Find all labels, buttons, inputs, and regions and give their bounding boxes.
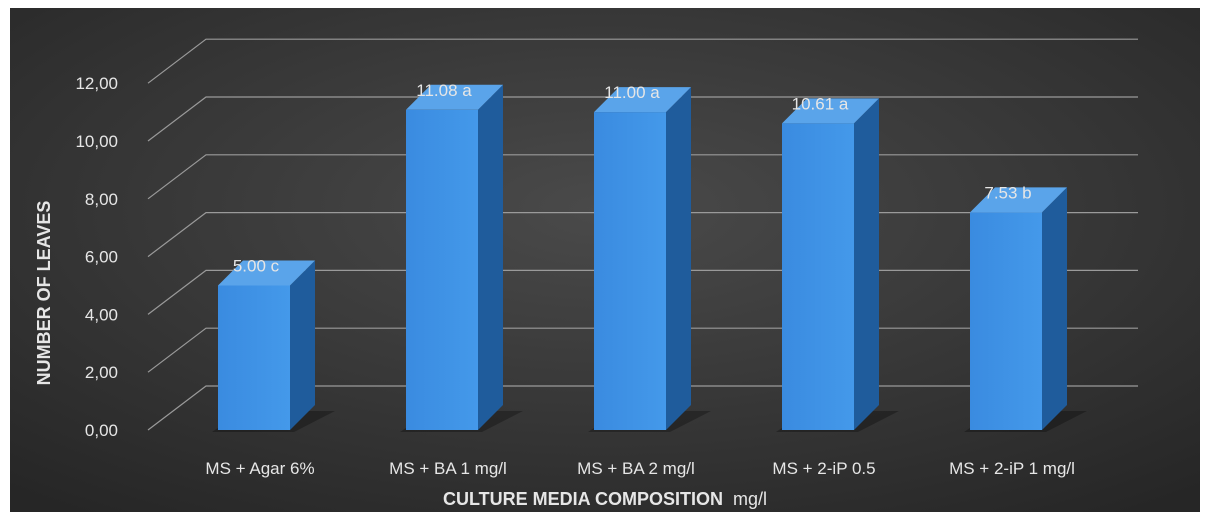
- bar-side: [666, 87, 691, 430]
- data-label: 11.08 a: [416, 81, 472, 100]
- data-label: 11.00 a: [604, 83, 660, 102]
- data-label: 5.00 c: [233, 257, 280, 276]
- bar-top: [970, 187, 1067, 213]
- data-label: 7.53 b: [984, 183, 1031, 202]
- bar-side: [854, 98, 879, 430]
- bar: [782, 123, 854, 430]
- bar-top: [594, 87, 691, 113]
- y-tick-label: 4,00: [85, 305, 118, 324]
- x-tick-label: MS + BA 1 mg/l: [389, 459, 507, 478]
- bar: [970, 212, 1042, 430]
- x-tick-label: MS + Agar 6%: [205, 459, 314, 478]
- bar: [406, 109, 478, 431]
- bar-top: [782, 98, 879, 124]
- bar: [218, 285, 290, 430]
- x-tick-label: MS + 2-iP 0.5: [772, 459, 875, 478]
- x-tick-label: MS + BA 2 mg/l: [577, 459, 695, 478]
- data-label: 10.61 a: [792, 94, 849, 113]
- chart-container: 0,00 2,00 4,00 6,00 8,00 10,00 12,00 5.00 c 11.…: [10, 8, 1200, 512]
- y-tick-label: 2,00: [85, 363, 118, 382]
- gridline: [147, 96, 1138, 142]
- bar-side: [290, 260, 315, 430]
- y-tick-label: 10,00: [75, 132, 118, 151]
- bar: [594, 112, 666, 430]
- x-axis-title-main: CULTURE MEDIA COMPOSITION: [443, 489, 723, 509]
- bar-side: [478, 84, 503, 431]
- bar-chart: 0,00 2,00 4,00 6,00 8,00 10,00 12,00 5.00 c 11.…: [10, 8, 1200, 512]
- bar-top: [218, 260, 315, 286]
- y-tick-label: 6,00: [85, 248, 118, 267]
- bar-side: [1042, 187, 1067, 430]
- x-axis-title: CULTURE MEDIA COMPOSITION mg/l: [443, 489, 767, 509]
- y-tick-label: 12,00: [75, 74, 118, 93]
- gridline: [147, 38, 1138, 84]
- y-axis-title: NUMBER OF LEAVES: [34, 201, 54, 386]
- y-tick-label: 8,00: [85, 190, 118, 209]
- x-axis-title-unit: mg/l: [733, 489, 767, 509]
- bar-top: [406, 84, 503, 110]
- x-tick-label: MS + 2-iP 1 mg/l: [949, 459, 1075, 478]
- y-tick-label: 0,00: [85, 421, 118, 440]
